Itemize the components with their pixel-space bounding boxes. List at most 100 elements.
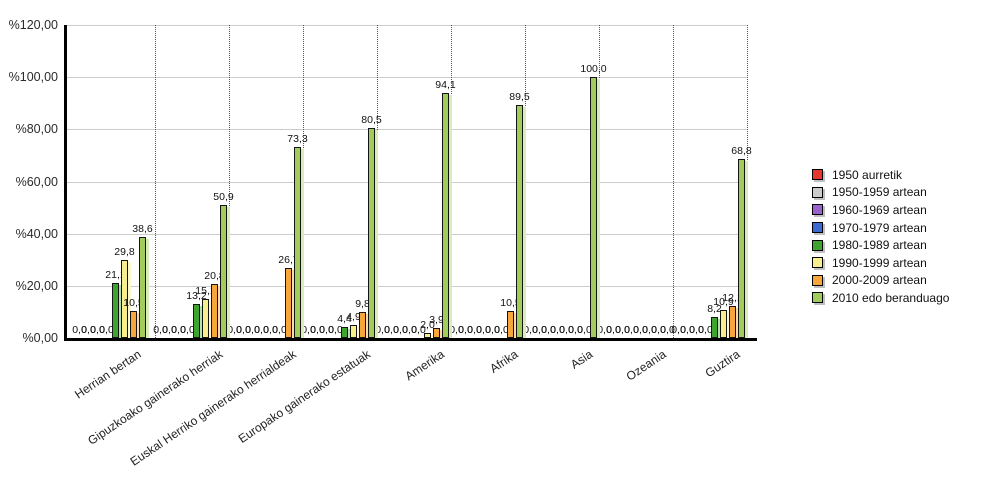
bar-value-label: 0,0	[449, 324, 464, 336]
legend-label: 1970-1979 artean	[832, 220, 927, 235]
y-axis-tick-label: %80,00	[15, 122, 58, 137]
bar-value-label: 0,0	[624, 324, 639, 336]
legend-swatch	[812, 204, 823, 216]
bar	[442, 92, 449, 338]
bar-value-label: 0,0	[458, 324, 473, 336]
category-separator-dotted-line	[599, 25, 600, 338]
bar-value-label: 21,1	[105, 268, 126, 281]
category-label: Guztira	[702, 347, 743, 381]
bar-value-label: 0,0	[301, 324, 316, 336]
bar-value-label: 0,0	[633, 324, 648, 336]
category-separator-dotted-line	[747, 25, 748, 338]
bar	[516, 104, 523, 338]
bar-value-label: 0,0	[245, 324, 260, 336]
bar-value-label: 8,2	[707, 302, 722, 315]
bar-value-label: 0,0	[72, 324, 87, 336]
bar-value-label: 0,0	[541, 324, 556, 336]
category-label: Gipuzkoako gainerako herriak	[84, 347, 225, 448]
bar-value-label: 0,0	[642, 324, 657, 336]
category-separator-dotted-line	[673, 25, 674, 338]
bar-value-label: 0,0	[550, 324, 565, 336]
bar	[359, 312, 366, 338]
category-separator-dotted-line	[303, 25, 304, 338]
bar-value-label: 38,6	[132, 223, 153, 236]
bar	[193, 303, 200, 338]
bar-value-label: 0,0	[81, 324, 96, 336]
bar-value-label: 0,0	[559, 324, 574, 336]
bar	[590, 77, 597, 338]
category-separator-dotted-line	[377, 25, 378, 338]
y-axis-line	[64, 25, 67, 341]
bar-value-label: 0,0	[393, 324, 408, 336]
bar	[711, 316, 718, 338]
bar-value-label: 0,0	[532, 324, 547, 336]
category-label: Herrian bertan	[72, 347, 144, 402]
legend-label: 1950 aurretik	[832, 167, 903, 182]
bar-value-label: 0,0	[689, 324, 704, 336]
category-separator-dotted-line	[451, 25, 452, 338]
legend-item: 1970-1979 artean	[812, 219, 949, 237]
bar-value-label: 26,7	[278, 254, 299, 267]
bar-value-label: 15,1	[195, 284, 216, 297]
bar	[424, 332, 431, 338]
category-label: Ozeania	[623, 347, 669, 384]
bar-value-label: 0,0	[90, 324, 105, 336]
bar-value-label: 50,9	[213, 191, 234, 204]
legend-label: 1960-1969 artean	[832, 202, 927, 217]
bar-value-label: 10,5	[500, 296, 521, 309]
bar	[368, 128, 375, 338]
bar	[139, 237, 146, 338]
bar-value-label: 0,0	[99, 324, 114, 336]
legend-swatch	[812, 222, 823, 234]
bar	[507, 310, 514, 338]
bar-value-label: 0,0	[375, 324, 390, 336]
bar-value-label: 0,0	[328, 324, 343, 336]
bar	[350, 325, 357, 338]
bar-value-label: 9,8	[355, 298, 370, 311]
bar-value-label: 20,8	[204, 269, 225, 282]
bar-value-label: 0,0	[411, 324, 426, 336]
bar-value-label: 0,0	[523, 324, 538, 336]
bar-value-label: 0,0	[476, 324, 491, 336]
legend-item: 1980-1989 artean	[812, 236, 949, 254]
bar-value-label: 0,0	[254, 324, 269, 336]
bar	[121, 260, 128, 338]
legend-swatch	[812, 292, 823, 304]
bar-value-label: 68,8	[731, 144, 752, 157]
bar-value-label: 2,0	[420, 318, 435, 331]
bar	[220, 205, 227, 338]
horizontal-gridline	[67, 129, 747, 131]
horizontal-gridline	[67, 25, 747, 26]
bar-value-label: 0,0	[606, 324, 621, 336]
bar-value-label: 0,0	[171, 324, 186, 336]
category-separator-dotted-line	[525, 25, 526, 338]
bar-value-label: 0,0	[680, 324, 695, 336]
legend-swatch	[812, 186, 823, 198]
bar-value-label: 94,1	[435, 78, 456, 91]
bar-value-label: 0,0	[577, 324, 592, 336]
legend: 1950 aurretik 1950-1959 artean 1960-1969 a…	[812, 166, 949, 307]
bar-value-label: 100,0	[580, 63, 607, 76]
bar-value-label: 29,8	[114, 246, 135, 259]
bar-value-label: 4,9	[346, 311, 361, 324]
legend-label: 1980-1989 artean	[832, 238, 927, 253]
bar-value-label: 0,0	[615, 324, 630, 336]
bar	[130, 310, 137, 338]
bar	[294, 146, 301, 338]
category-separator-dotted-line	[229, 25, 230, 338]
legend-label: 2000-2009 artean	[832, 273, 927, 288]
bar-value-label: 0,0	[485, 324, 500, 336]
legend-swatch	[812, 257, 823, 269]
bar-value-label: 12,1	[722, 292, 743, 305]
bar-value-label: 0,0	[153, 324, 168, 336]
bar-value-label: 80,5	[361, 114, 382, 127]
legend-item: 1960-1969 artean	[812, 201, 949, 219]
bar	[112, 282, 119, 338]
horizontal-gridline	[67, 181, 747, 183]
bar-value-label: 0,0	[272, 324, 287, 336]
y-axis-tick-label: %60,00	[15, 174, 58, 189]
legend-swatch	[812, 239, 823, 251]
legend-item: 1950-1959 artean	[812, 184, 949, 202]
legend-item: 1950 aurretik	[812, 166, 949, 184]
